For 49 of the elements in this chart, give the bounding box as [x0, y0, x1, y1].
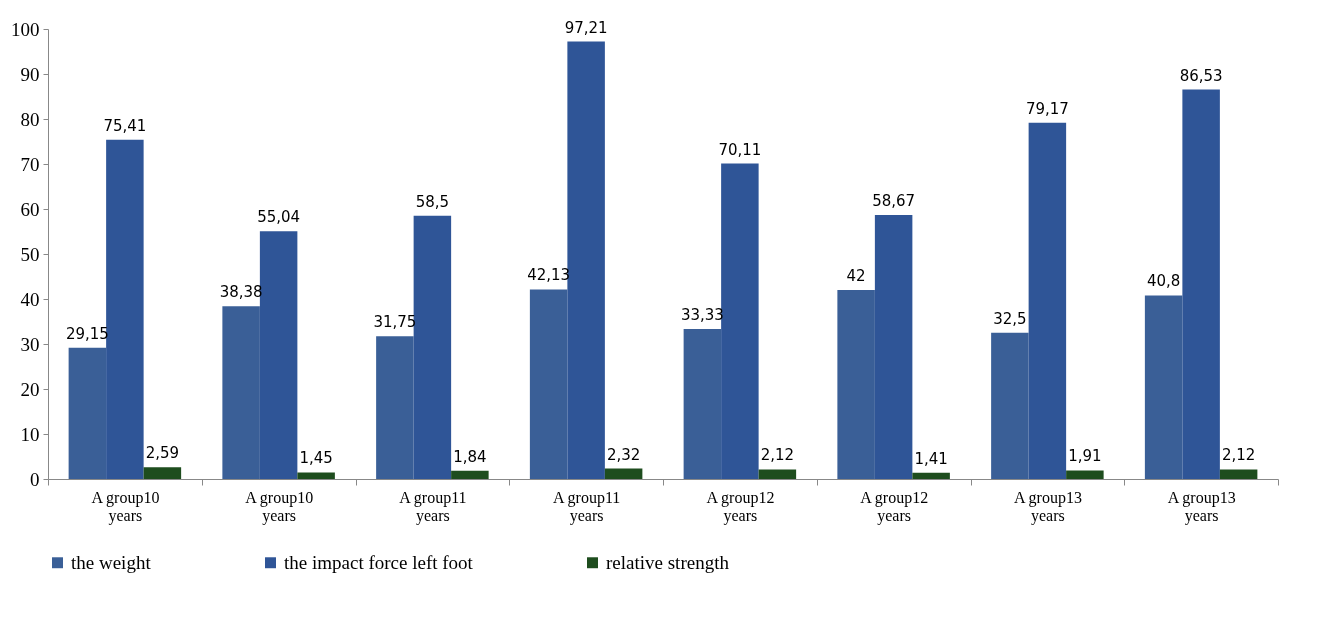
data-label: 55,04 — [257, 208, 301, 227]
x-tick-label: A group13 years — [1013, 488, 1082, 525]
legend-label: relative strength — [606, 551, 730, 573]
bar — [1066, 470, 1104, 479]
data-label: 2,32 — [606, 445, 641, 464]
x-tick-label: A group11 years — [552, 488, 621, 525]
x-tick-label: A group10 years — [91, 488, 160, 525]
x-tick-label: A group12 years — [860, 488, 929, 525]
data-label: 2,59 — [145, 444, 180, 463]
data-label: 70,11 — [718, 140, 762, 159]
data-label: 1,91 — [1068, 447, 1102, 466]
x-tick-label: A group10 years — [245, 488, 314, 525]
y-tick-label: 30 — [20, 333, 40, 355]
bar — [604, 468, 643, 479]
legend-label: the impact force left foot — [284, 551, 474, 573]
data-label: 32,5 — [993, 309, 1027, 328]
data-label: 40,8 — [1146, 272, 1181, 291]
y-tick-label: 80 — [20, 108, 40, 130]
y-tick-label: 50 — [20, 243, 40, 265]
bar — [1219, 469, 1258, 479]
y-tick-label: 90 — [20, 63, 40, 85]
x-tick-label: A group13 years — [1167, 488, 1236, 525]
data-label: 1,45 — [299, 449, 333, 468]
data-label: 2,12 — [760, 446, 795, 465]
data-label: 2,12 — [1221, 446, 1256, 465]
x-tick-label: A group11 years — [399, 488, 467, 525]
data-label: 1,84 — [453, 447, 487, 466]
data-label: 86,53 — [1179, 66, 1223, 85]
y-tick-label: 100 — [11, 18, 40, 40]
y-tick-label: 0 — [30, 468, 40, 490]
data-label: 79,17 — [1025, 99, 1069, 118]
data-label: 58,5 — [415, 192, 450, 211]
y-tick-label: 10 — [20, 423, 40, 445]
data-label: 97,21 — [564, 18, 608, 37]
bar — [451, 470, 489, 479]
data-label: 58,67 — [872, 191, 916, 210]
y-tick-label: 70 — [20, 153, 40, 175]
data-label: 42 — [846, 267, 866, 285]
legend-label: the weight — [71, 551, 152, 573]
data-label: 75,41 — [103, 116, 147, 135]
bar — [143, 467, 182, 479]
y-tick-label: 20 — [20, 378, 40, 400]
y-tick-label: 40 — [20, 288, 40, 310]
bar — [297, 472, 335, 479]
bar — [758, 469, 797, 479]
x-tick-label: A group12 years — [706, 488, 775, 525]
bar — [912, 472, 950, 479]
y-tick-label: 60 — [20, 198, 40, 220]
data-label: 1,41 — [914, 449, 948, 468]
